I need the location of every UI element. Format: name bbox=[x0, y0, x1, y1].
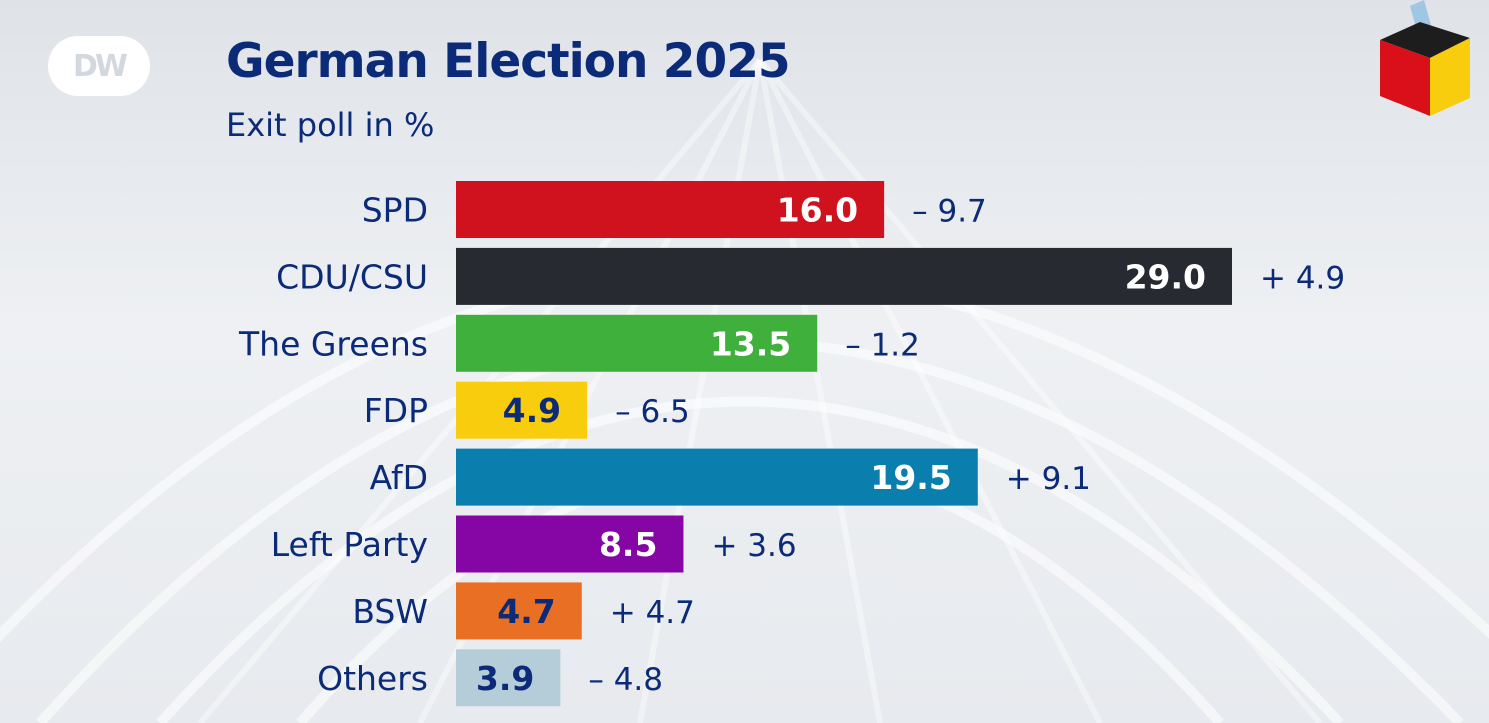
change-label: – 6.5 bbox=[615, 394, 690, 430]
category-label: FDP bbox=[364, 391, 428, 430]
ballot-box-icon bbox=[1380, 0, 1470, 116]
change-label: – 4.8 bbox=[588, 662, 663, 698]
dw-logo: DW bbox=[48, 36, 150, 96]
change-label: – 1.2 bbox=[845, 327, 920, 363]
category-label: Others bbox=[317, 659, 428, 698]
change-label: + 4.9 bbox=[1260, 260, 1345, 296]
change-label: + 3.6 bbox=[711, 528, 796, 564]
value-label: 4.9 bbox=[503, 391, 561, 430]
bar bbox=[456, 381, 588, 439]
bar bbox=[456, 448, 978, 506]
chart-subtitle: Exit poll in % bbox=[226, 106, 435, 144]
category-label: CDU/CSU bbox=[276, 257, 428, 296]
value-label: 8.5 bbox=[599, 525, 657, 564]
value-label: 19.5 bbox=[870, 458, 951, 497]
chart-title: German Election 2025 bbox=[226, 34, 791, 89]
bar bbox=[456, 181, 885, 238]
bar bbox=[456, 314, 818, 372]
change-label: + 4.7 bbox=[610, 595, 695, 631]
category-label: SPD bbox=[362, 191, 428, 230]
value-label: 3.9 bbox=[476, 659, 534, 698]
category-label: Left Party bbox=[271, 525, 428, 564]
change-label: + 9.1 bbox=[1006, 461, 1091, 497]
value-label: 29.0 bbox=[1125, 257, 1206, 296]
bar bbox=[456, 515, 684, 573]
category-label: BSW bbox=[352, 592, 428, 631]
change-label: – 9.7 bbox=[912, 194, 987, 230]
bar bbox=[456, 247, 1232, 305]
bar bbox=[456, 649, 561, 707]
value-label: 16.0 bbox=[777, 191, 858, 230]
category-label: AfD bbox=[370, 458, 428, 497]
bar bbox=[456, 582, 582, 640]
category-label: The Greens bbox=[238, 324, 428, 363]
value-label: 13.5 bbox=[710, 324, 791, 363]
value-label: 4.7 bbox=[497, 592, 555, 631]
